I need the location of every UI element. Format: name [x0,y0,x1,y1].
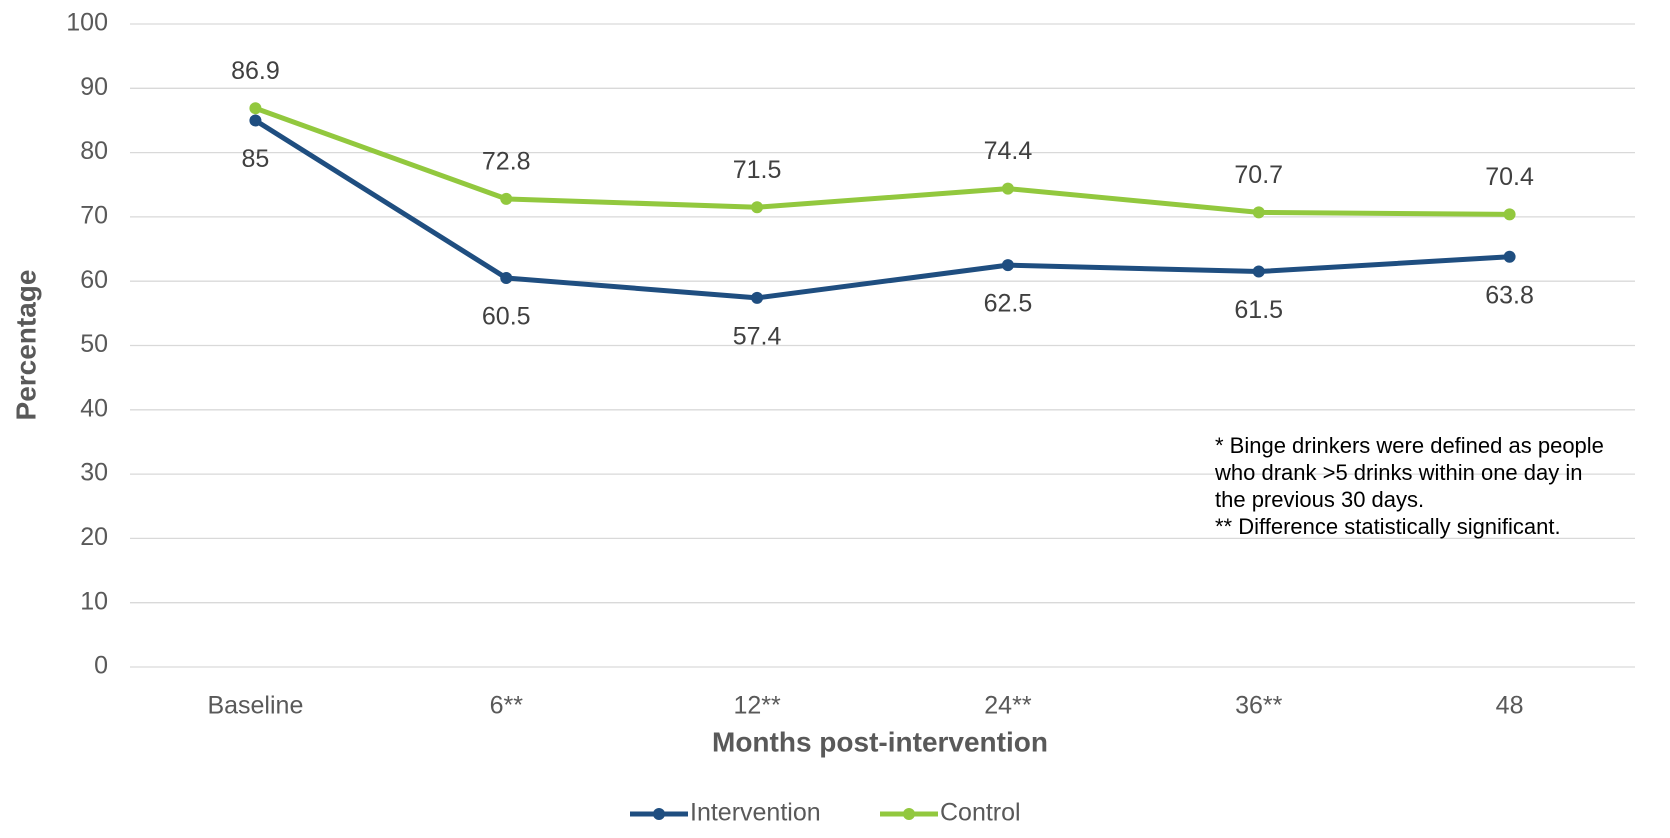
value-label: 70.7 [1234,161,1283,189]
legend-marker [653,808,665,820]
point [249,102,262,115]
point [249,114,262,127]
x-tick-label: 36** [1235,692,1283,720]
point [1503,208,1516,221]
y-tick-label: 0 [94,652,108,680]
y-tick-label: 100 [66,9,108,37]
x-tick-label: 24** [984,692,1032,720]
y-tick-label: 60 [80,266,108,294]
point [751,291,764,304]
point [1252,265,1265,278]
point [500,192,513,205]
point [1001,259,1014,272]
y-tick-label: 90 [80,73,108,101]
point [1252,206,1265,219]
legend-marker [903,808,915,820]
x-tick-label: 48 [1496,692,1524,720]
value-label: 60.5 [482,303,531,331]
value-label: 70.4 [1485,163,1534,191]
legend-label: Intervention [690,799,821,827]
point [1503,250,1516,263]
value-label: 74.4 [984,137,1033,165]
value-label: 63.8 [1485,281,1534,309]
y-tick-label: 20 [80,523,108,551]
x-tick-label: 12** [733,692,781,720]
x-tick-label: Baseline [207,692,303,720]
y-tick-label: 50 [80,330,108,358]
point [500,271,513,284]
point [1001,182,1014,195]
annotation: ** Difference statistically significant. [1215,514,1561,539]
y-tick-label: 40 [80,394,108,422]
value-label: 57.4 [733,323,782,351]
y-tick-label: 10 [80,587,108,615]
value-label: 71.5 [733,156,782,184]
value-label: 86.9 [231,57,280,85]
y-tick-label: 30 [80,459,108,487]
value-label: 72.8 [482,148,531,176]
annotation: * Binge drinkers were defined as people [1215,433,1604,458]
y-tick-label: 80 [80,137,108,165]
y-axis-title: Percentage [10,270,41,421]
value-label: 61.5 [1234,296,1283,324]
value-label: 62.5 [984,290,1033,318]
point [751,201,764,214]
legend-label: Control [940,799,1021,827]
value-label: 85 [242,145,270,173]
annotation: who drank >5 drinks within one day in [1214,460,1583,485]
annotation: the previous 30 days. [1215,487,1424,512]
series-line [254,105,1510,217]
x-axis-title: Months post-intervention [712,726,1048,757]
x-tick-label: 6** [490,692,524,720]
y-tick-label: 70 [80,202,108,230]
series-line [254,118,1510,301]
